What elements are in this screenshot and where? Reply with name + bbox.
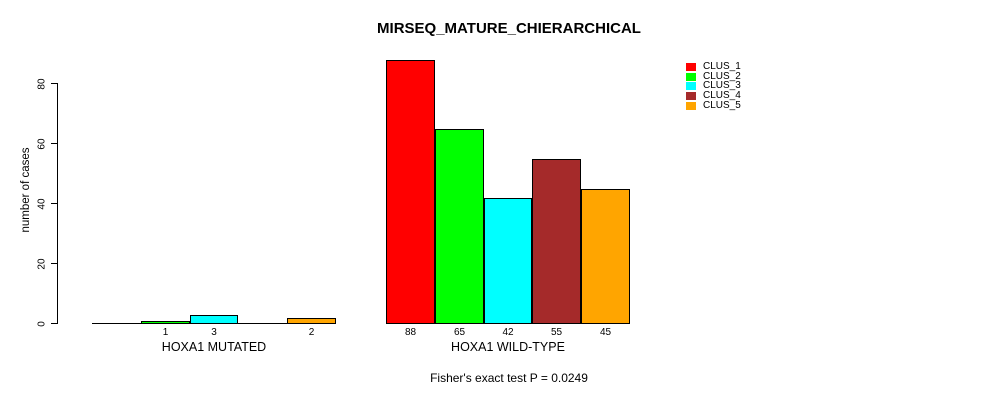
legend-label: CLUS_1: [703, 61, 741, 72]
y-tick-label: 60: [36, 137, 48, 150]
legend-swatch-clus_3: [686, 82, 696, 91]
y-tick: [51, 263, 57, 264]
legend-label: CLUS_3: [703, 80, 741, 92]
fisher-test-caption: Fisher's exact test P = 0.0249: [430, 371, 588, 385]
bar: [190, 315, 238, 324]
y-tick: [51, 143, 57, 144]
bar-value-label: 45: [599, 327, 612, 338]
chart-title: MIRSEQ_MATURE_CHIERARCHICAL: [377, 20, 641, 37]
legend-swatch-clus_4: [686, 91, 696, 100]
y-tick: [51, 323, 57, 324]
bar: [141, 321, 190, 324]
bar: [532, 159, 581, 324]
y-tick-label: 80: [36, 77, 48, 90]
y-axis-label: number of cases: [20, 147, 32, 233]
bar-value-label: 42: [502, 327, 514, 338]
bar-value-label: 88: [404, 327, 417, 338]
bar-value-label: 65: [453, 327, 466, 338]
bar: [581, 189, 630, 324]
legend-swatch-clus_5: [686, 101, 696, 110]
legend: CLUS_1 CLUS_2 CLUS_3 CLUS_4 CLUS_5: [686, 62, 741, 110]
legend-row: CLUS_3: [686, 81, 741, 91]
group-label: HOXA1 WILD-TYPE: [451, 340, 565, 354]
bar-value-label: 55: [550, 327, 563, 338]
legend-row: CLUS_4: [686, 91, 741, 101]
legend-row: CLUS_1: [686, 62, 741, 72]
y-axis-line: [57, 83, 58, 324]
group-label: HOXA1 MUTATED: [161, 340, 267, 354]
legend-label: CLUS_5: [703, 99, 741, 111]
bar-value-label: 1: [162, 327, 169, 338]
y-tick-label: 40: [36, 197, 48, 210]
bar: [435, 129, 484, 324]
legend-swatch-clus_2: [686, 72, 696, 81]
bar-value-label: 2: [308, 327, 315, 338]
legend-row: CLUS_5: [686, 99, 741, 111]
bar: [386, 60, 435, 324]
y-tick: [51, 83, 57, 84]
y-tick-label: 0: [36, 320, 48, 327]
legend-label: CLUS_2: [703, 70, 741, 82]
legend-label: CLUS_4: [703, 90, 741, 102]
legend-swatch-clus_1: [686, 62, 696, 71]
bar-value-label: 3: [211, 327, 217, 338]
bar: [484, 198, 532, 324]
y-tick-label: 20: [36, 257, 48, 270]
legend-row: CLUS_2: [686, 70, 741, 82]
y-tick: [51, 203, 57, 204]
bar: [287, 318, 336, 324]
